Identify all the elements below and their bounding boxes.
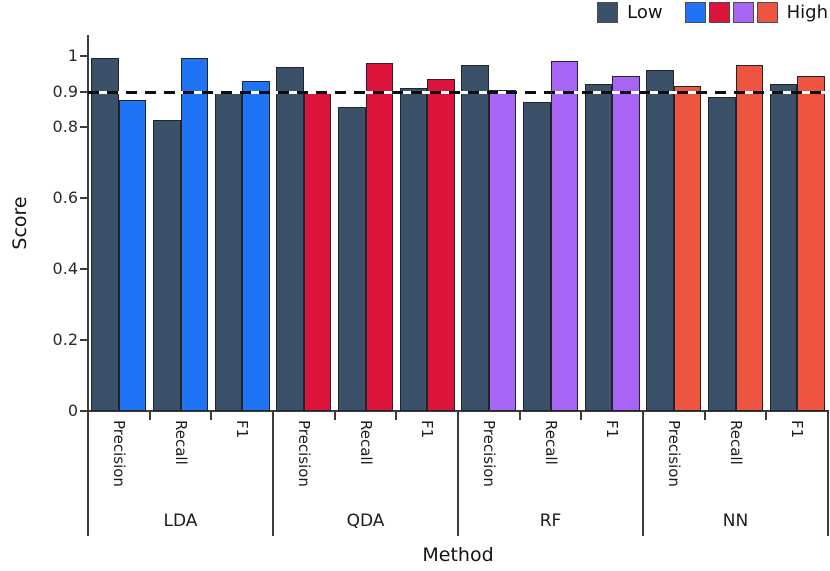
- bar-high-LDA-Recall: [180, 57, 208, 411]
- bar-high-NN-Precision: [673, 86, 702, 411]
- x-minor-tick: [580, 412, 583, 420]
- y-tick: [80, 410, 88, 412]
- x-minor-tick: [518, 412, 521, 420]
- method-group-label: LDA: [163, 511, 198, 531]
- metric-tick-label: F1: [788, 420, 807, 439]
- y-tick-label: 1: [67, 46, 78, 65]
- metric-tick-label: Recall: [171, 420, 190, 465]
- bar-low-LDA-Recall: [153, 119, 181, 411]
- method-group-label: RF: [539, 511, 562, 531]
- bar-low-NN-Recall: [708, 96, 736, 411]
- y-tick: [80, 126, 88, 128]
- y-tick: [80, 90, 88, 93]
- bar-high-NN-F1: [797, 75, 825, 411]
- y-tick: [80, 339, 88, 341]
- reference-line: [88, 90, 828, 94]
- legend: Low High: [597, 2, 828, 23]
- method-group-label: NN: [722, 511, 749, 531]
- y-tick-label: 0.2: [52, 330, 78, 349]
- legend-label-high: High: [786, 2, 828, 23]
- legend-swatch-high-0: [684, 2, 706, 23]
- group-divider: [87, 411, 89, 536]
- bar-high-LDA-F1: [242, 80, 270, 411]
- x-minor-tick: [765, 412, 768, 420]
- bar-low-RF-Recall: [523, 102, 551, 411]
- y-tick-label: 0: [67, 401, 78, 420]
- x-minor-tick: [703, 412, 706, 420]
- y-axis-spine: [87, 35, 89, 412]
- metric-tick-label: F1: [233, 420, 252, 439]
- y-tick-label: 0.8: [52, 117, 78, 136]
- y-tick: [80, 197, 88, 199]
- bar-low-RF-F1: [584, 84, 613, 411]
- bar-low-QDA-Recall: [338, 107, 366, 411]
- legend-swatch-high-1: [708, 2, 730, 23]
- metric-tick-label: Precision: [479, 420, 498, 487]
- y-tick: [80, 268, 88, 270]
- x-axis-title: Method: [422, 544, 494, 566]
- bar-low-NN-F1: [769, 84, 798, 411]
- group-divider: [642, 411, 644, 536]
- bar-low-QDA-Precision: [276, 66, 304, 411]
- metric-tick-label: F1: [418, 420, 437, 439]
- y-tick-label: 0.6: [52, 188, 78, 207]
- bar-low-LDA-Precision: [91, 57, 119, 411]
- metric-tick-label: Precision: [294, 420, 313, 487]
- x-minor-tick: [395, 412, 398, 420]
- bar-low-NN-Precision: [646, 70, 674, 411]
- bar-high-RF-Precision: [488, 89, 517, 411]
- bar-low-LDA-F1: [214, 91, 243, 411]
- y-tick: [80, 55, 88, 57]
- bar-high-NN-Recall: [735, 64, 763, 411]
- legend-swatch-low: [597, 2, 619, 23]
- method-group-label: QDA: [346, 511, 385, 531]
- x-minor-tick: [148, 412, 151, 420]
- legend-label-low: Low: [627, 2, 663, 23]
- x-minor-tick: [333, 412, 336, 420]
- legend-swatch-high-2: [732, 2, 754, 23]
- x-minor-tick: [210, 412, 213, 420]
- bar-high-LDA-Precision: [118, 100, 147, 411]
- group-divider: [272, 411, 274, 536]
- metric-tick-label: Precision: [109, 420, 128, 487]
- group-divider: [457, 411, 459, 536]
- group-divider: [827, 411, 829, 536]
- bar-high-QDA-Precision: [303, 91, 332, 411]
- bar-low-RF-Precision: [461, 64, 489, 411]
- metric-tick-label: Recall: [726, 420, 745, 465]
- metric-tick-label: Recall: [356, 420, 375, 465]
- y-tick-label: 0.9: [52, 81, 78, 101]
- y-tick-label: 0.4: [52, 259, 78, 278]
- bar-high-RF-F1: [612, 75, 640, 411]
- legend-swatches-high: [684, 2, 778, 23]
- metric-tick-label: F1: [603, 420, 622, 439]
- bar-high-QDA-F1: [427, 79, 455, 411]
- metric-tick-label: Recall: [541, 420, 560, 465]
- metric-tick-label: Precision: [664, 420, 683, 487]
- legend-swatch-high-3: [756, 2, 778, 23]
- bar-high-RF-Recall: [550, 61, 578, 411]
- bar-low-QDA-F1: [399, 87, 428, 411]
- bar-high-QDA-Recall: [365, 63, 393, 411]
